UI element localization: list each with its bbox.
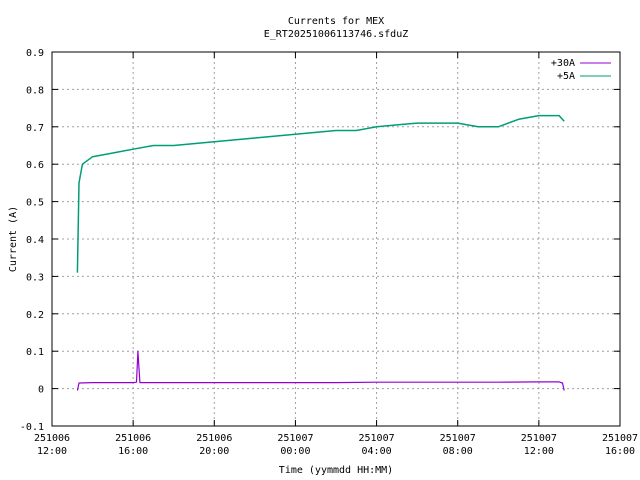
y-tick-label: 0.7 [26,123,44,134]
x-tick-label-date: 251006 [115,433,151,444]
x-tick-label-date: 251007 [359,433,395,444]
x-tick-label-time: 20:00 [199,446,229,457]
legend: +30A +5A [551,58,611,82]
x-tick-label-time: 16:00 [605,446,635,457]
series-layer [76,114,565,391]
x-tick-label-time: 16:00 [118,446,148,457]
y-tick-label: 0.5 [26,198,44,209]
series-line-30a [76,350,565,391]
y-tick-label: 0.8 [26,85,44,96]
x-tick-label-time: 12:00 [524,446,554,457]
chart-subtitle: E_RT20251006113746.sfduZ [264,29,409,40]
x-axis-label: Time (yymmdd HH:MM) [279,465,393,476]
y-tick-label: 0.1 [26,347,44,358]
tick-marks [51,51,621,427]
x-tick-label-time: 08:00 [443,446,473,457]
y-axis-label: Current (A) [8,206,19,272]
x-tick-label-time: 00:00 [280,446,310,457]
y-tick-label: 0.6 [26,160,44,171]
y-tick-label: 0.2 [26,310,44,321]
x-tick-label-date: 251007 [602,433,638,444]
y-tick-label: 0.9 [26,48,44,59]
y-tick-labels: -0.1 0 0.1 0.2 0.3 0.4 0.5 0.6 0.7 0.8 0.9 [20,48,44,433]
y-tick-label: 0 [38,385,44,396]
x-tick-label-date: 251007 [521,433,557,444]
x-tick-label-date: 251006 [34,433,70,444]
y-tick-label: 0.4 [26,235,44,246]
grid-lines [52,52,620,426]
x-tick-label-time: 04:00 [362,446,392,457]
y-tick-label: 0.3 [26,272,44,283]
x-tick-label-date: 251007 [277,433,313,444]
x-tick-label-time: 12:00 [37,446,67,457]
x-tick-labels: 251006 12:00 251006 16:00 251006 20:00 251007 0… [34,433,638,457]
legend-label-5a: +5A [557,71,575,82]
legend-label-30a: +30A [551,58,575,69]
series-line-5a [76,114,565,273]
chart-title: Currents for MEX [288,16,384,27]
x-tick-label-date: 251007 [440,433,476,444]
y-tick-label: -0.1 [20,422,44,433]
x-tick-label-date: 251006 [196,433,232,444]
